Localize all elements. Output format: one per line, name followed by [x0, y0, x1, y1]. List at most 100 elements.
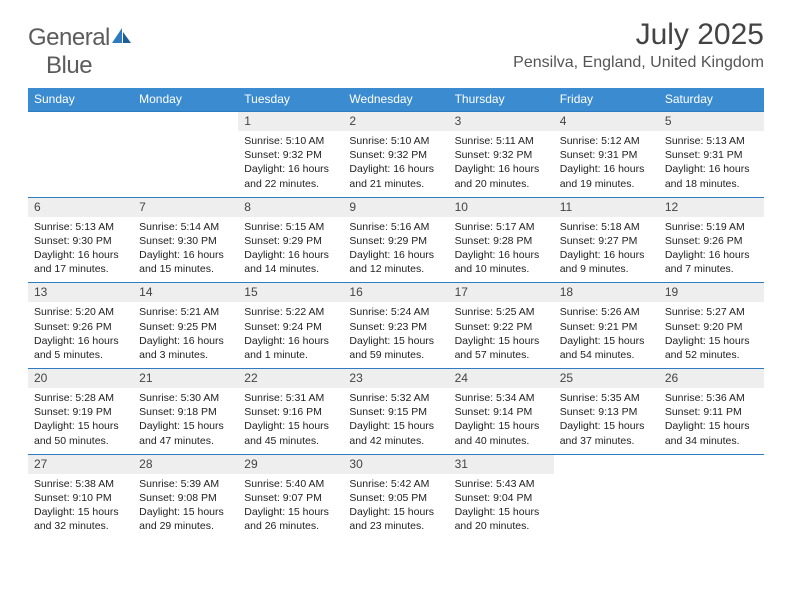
logo-word-blue: Blue — [46, 52, 92, 79]
sunset-line: Sunset: 9:30 PM — [34, 235, 112, 247]
sunset-line: Sunset: 9:31 PM — [560, 149, 638, 161]
day-number-empty — [554, 454, 659, 474]
sunset-line: Sunset: 9:18 PM — [139, 406, 217, 418]
day-cell: Sunrise: 5:26 AMSunset: 9:21 PMDaylight:… — [554, 302, 659, 368]
location: Pensilva, England, United Kingdom — [513, 54, 764, 72]
daylight-line: Daylight: 16 hours and 21 minutes. — [349, 163, 434, 189]
daylight-line: Daylight: 15 hours and 50 minutes. — [34, 420, 119, 446]
day-number-row: 20212223242526 — [28, 368, 764, 388]
day-number: 23 — [343, 368, 448, 388]
day-number: 21 — [133, 368, 238, 388]
sunrise-line: Sunrise: 5:15 AM — [244, 221, 324, 233]
sunrise-line: Sunrise: 5:35 AM — [560, 392, 640, 404]
day-cell: Sunrise: 5:13 AMSunset: 9:31 PMDaylight:… — [659, 131, 764, 197]
daylight-line: Daylight: 15 hours and 47 minutes. — [139, 420, 224, 446]
sunset-line: Sunset: 9:29 PM — [349, 235, 427, 247]
header: General Blue July 2025 Pensilva, England… — [28, 18, 764, 80]
sunset-line: Sunset: 9:23 PM — [349, 321, 427, 333]
sunrise-line: Sunrise: 5:24 AM — [349, 306, 429, 318]
sunset-line: Sunset: 9:07 PM — [244, 492, 322, 504]
day-cell: Sunrise: 5:14 AMSunset: 9:30 PMDaylight:… — [133, 217, 238, 283]
sunrise-line: Sunrise: 5:26 AM — [560, 306, 640, 318]
day-header-row: SundayMondayTuesdayWednesdayThursdayFrid… — [28, 88, 764, 111]
daylight-line: Daylight: 16 hours and 17 minutes. — [34, 249, 119, 275]
day-header: Sunday — [28, 88, 133, 111]
logo-word-general: General — [28, 24, 110, 51]
day-cell: Sunrise: 5:40 AMSunset: 9:07 PMDaylight:… — [238, 474, 343, 540]
daylight-line: Daylight: 15 hours and 42 minutes. — [349, 420, 434, 446]
sunset-line: Sunset: 9:22 PM — [455, 321, 533, 333]
daylight-line: Daylight: 15 hours and 57 minutes. — [455, 335, 540, 361]
day-cell: Sunrise: 5:42 AMSunset: 9:05 PMDaylight:… — [343, 474, 448, 540]
sunset-line: Sunset: 9:14 PM — [455, 406, 533, 418]
day-header: Monday — [133, 88, 238, 111]
day-cell: Sunrise: 5:30 AM Sunset: 9:18 PM Daylight:… — [133, 388, 238, 454]
day-number: 29 — [238, 454, 343, 474]
sunset-line: Sunset: 9:26 PM — [665, 235, 743, 247]
daylight-line: Daylight: 15 hours and 54 minutes. — [560, 335, 645, 361]
daylight-line: Daylight: 15 hours and 32 minutes. — [34, 506, 119, 532]
day-number-row: 12345 — [28, 111, 764, 131]
daylight-line: Daylight: 16 hours and 19 minutes. — [560, 163, 645, 189]
sunset-line: Sunset: 9:32 PM — [349, 149, 427, 161]
sunrise-line: Sunrise: 5:10 AM — [349, 135, 429, 147]
sunset-line: Sunset: 9:28 PM — [455, 235, 533, 247]
day-cell: Sunrise: 5:27 AMSunset: 9:20 PMDaylight:… — [659, 302, 764, 368]
sunrise-line: Sunrise: 5:32 AM — [349, 392, 429, 404]
day-cell: Sunrise: 5:31 AMSunset: 9:16 PMDaylight:… — [238, 388, 343, 454]
day-cell: Sunrise: 5:20 AMSunset: 9:26 PMDaylight:… — [28, 302, 133, 368]
day-number: 10 — [449, 197, 554, 217]
sunrise-line: Sunrise: 5:31 AM — [244, 392, 324, 404]
day-number-empty — [659, 454, 764, 474]
day-number: 27 — [28, 454, 133, 474]
day-number: 20 — [28, 368, 133, 388]
day-number: 7 — [133, 197, 238, 217]
sunrise-line: Sunrise: 5:34 AM — [455, 392, 535, 404]
sunset-line: Sunset: 9:27 PM — [560, 235, 638, 247]
day-cell: Sunrise: 5:24 AMSunset: 9:23 PMDaylight:… — [343, 302, 448, 368]
sunrise-line: Sunrise: 5:22 AM — [244, 306, 324, 318]
sunrise-line: Sunrise: 5:17 AM — [455, 221, 535, 233]
daylight-line: Daylight: 15 hours and 37 minutes. — [560, 420, 645, 446]
day-cell: Sunrise: 5:28 AMSunset: 9:19 PMDaylight:… — [28, 388, 133, 454]
day-number-row: 6789101112 — [28, 197, 764, 217]
daylight-line: Daylight: 16 hours and 20 minutes. — [455, 163, 540, 189]
daylight-line: Daylight: 16 hours and 12 minutes. — [349, 249, 434, 275]
logo-sail-icon — [111, 27, 133, 45]
logo-text: General Blue — [28, 24, 133, 80]
sunset-line: Sunset: 9:26 PM — [34, 321, 112, 333]
day-number: 25 — [554, 368, 659, 388]
day-number-row: 2728293031 — [28, 454, 764, 474]
sunrise-line: Sunrise: 5:28 AM — [34, 392, 114, 404]
day-cell: Sunrise: 5:35 AM Sunset: 9:13 PM Daylight:… — [554, 388, 659, 454]
sunset-line: Sunset: 9:15 PM — [349, 406, 427, 418]
day-number: 4 — [554, 111, 659, 131]
day-cell-empty — [133, 131, 238, 140]
sunset-line: Sunset: 9:24 PM — [244, 321, 322, 333]
day-number: 12 — [659, 197, 764, 217]
day-number: 22 — [238, 368, 343, 388]
sunrise-line: Sunrise: 5:39 AM — [139, 478, 219, 490]
daylight-line: Daylight: 15 hours and 52 minutes. — [665, 335, 750, 361]
sunset-line: Sunset: 9:25 PM — [139, 321, 217, 333]
day-body-row: Sunrise: 5:10 AM Sunset: 9:32 PM Daylight:… — [28, 131, 764, 197]
sunset-line: Sunset: 9:20 PM — [665, 321, 743, 333]
daylight-line: Daylight: 15 hours and 20 minutes. — [455, 506, 540, 532]
sunrise-line: Sunrise: 5:16 AM — [349, 221, 429, 233]
sunrise-line: Sunrise: 5:30 AM — [139, 392, 219, 404]
day-cell: Sunrise: 5:15 AMSunset: 9:29 PMDaylight:… — [238, 217, 343, 283]
day-number: 1 — [238, 111, 343, 131]
sunrise-line: Sunrise: 5:13 AM — [665, 135, 745, 147]
daylight-line: Daylight: 16 hours and 15 minutes. — [139, 249, 224, 275]
day-number: 9 — [343, 197, 448, 217]
day-body-row: Sunrise: 5:28 AMSunset: 9:19 PMDaylight:… — [28, 388, 764, 454]
logo: General Blue — [28, 24, 133, 80]
day-cell: Sunrise: 5:36 AMSunset: 9:11 PMDaylight:… — [659, 388, 764, 454]
sunset-line: Sunset: 9:08 PM — [139, 492, 217, 504]
sunset-line: Sunset: 9:13 PM — [560, 406, 638, 418]
sunset-line: Sunset: 9:32 PM — [455, 149, 533, 161]
day-cell: Sunrise: 5:16 AM Sunset: 9:29 PM Daylight:… — [343, 217, 448, 283]
sunrise-line: Sunrise: 5:43 AM — [455, 478, 535, 490]
daylight-line: Daylight: 16 hours and 10 minutes. — [455, 249, 540, 275]
day-body-row: Sunrise: 5:38 AMSunset: 9:10 PMDaylight:… — [28, 474, 764, 540]
